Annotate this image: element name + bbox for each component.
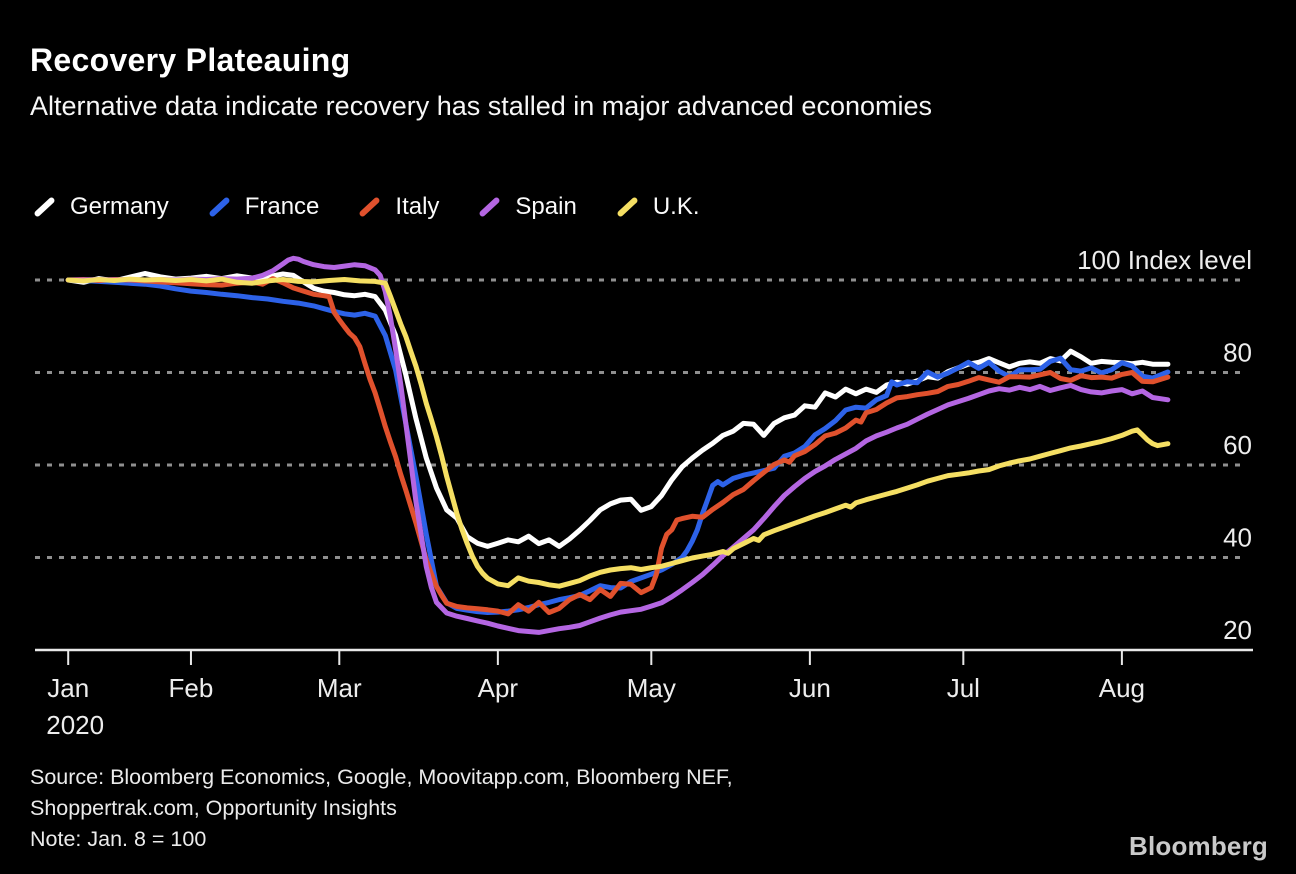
source-note: Source: Bloomberg Economics, Google, Moo… bbox=[30, 762, 733, 856]
x-axis-label: Mar bbox=[317, 673, 362, 703]
chart-title: Recovery Plateauing bbox=[30, 42, 351, 78]
chart-subtitle: Alternative data indicate recovery has s… bbox=[30, 91, 932, 121]
legend-item-spain: Spain bbox=[477, 193, 577, 221]
y-axis-label: 100 Index level bbox=[1077, 245, 1252, 275]
y-axis-label: 80 bbox=[1223, 338, 1252, 368]
legend: Germany France Italy Spain U.K. bbox=[32, 193, 700, 221]
legend-label: France bbox=[244, 193, 320, 220]
x-axis-label: Aug bbox=[1099, 673, 1145, 703]
x-axis-label: Apr bbox=[478, 673, 519, 703]
y-axis-label: 20 bbox=[1223, 615, 1252, 645]
legend-item-uk: U.K. bbox=[615, 193, 700, 221]
x-axis-label: May bbox=[627, 673, 676, 703]
series-line-france bbox=[65, 277, 1171, 615]
source-line: Source: Bloomberg Economics, Google, Moo… bbox=[30, 765, 733, 789]
legend-label: Germany bbox=[70, 193, 169, 220]
note-line: Note: Jan. 8 = 100 bbox=[30, 827, 207, 852]
x-axis-year-label: 2020 bbox=[46, 710, 104, 740]
series-line-uk bbox=[65, 276, 1171, 589]
source-line: Shoppertrak.com, Opportunity Insights bbox=[30, 796, 397, 821]
legend-label: Spain bbox=[515, 193, 577, 220]
y-axis-label: 40 bbox=[1223, 523, 1252, 553]
bloomberg-logo: Bloomberg bbox=[1128, 831, 1268, 861]
x-axis-label: Jul bbox=[947, 673, 980, 703]
series-line-italy bbox=[65, 276, 1171, 617]
x-axis-label: Jun bbox=[789, 673, 831, 703]
legend-label: U.K. bbox=[652, 193, 700, 220]
legend-item-italy: Italy bbox=[357, 193, 439, 221]
legend-label: Italy bbox=[395, 193, 440, 220]
y-axis-label: 60 bbox=[1223, 430, 1252, 460]
series-line-germany bbox=[65, 271, 1171, 549]
legend-item-france: France bbox=[207, 193, 320, 221]
series-line-spain bbox=[65, 255, 1171, 635]
legend-item-germany: Germany bbox=[32, 193, 169, 221]
x-axis-label: Feb bbox=[169, 673, 214, 703]
x-axis-label: Jan bbox=[47, 673, 89, 703]
